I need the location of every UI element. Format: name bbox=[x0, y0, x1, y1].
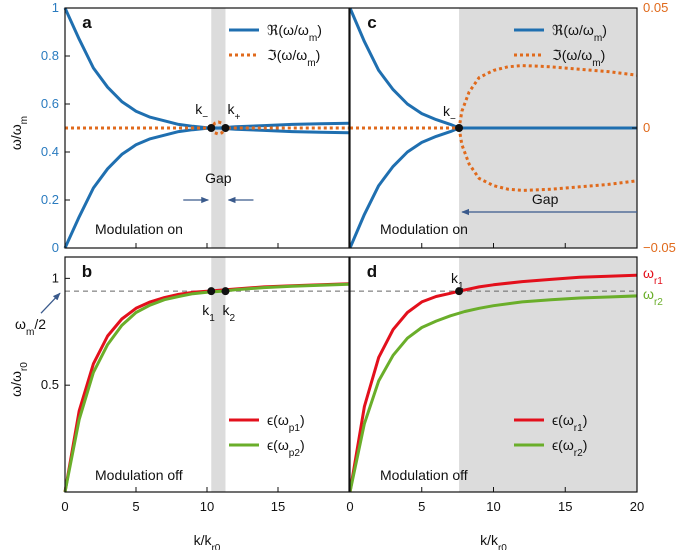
right-tick-label: 0.05 bbox=[643, 0, 668, 15]
k-minus-label: k− bbox=[195, 101, 208, 123]
k1-label: k1 bbox=[202, 302, 215, 324]
x-tick-label: 5 bbox=[418, 499, 425, 514]
exceptional-point-d-0 bbox=[455, 287, 464, 296]
axes-layer bbox=[64, 7, 638, 493]
panel-letter-d: d bbox=[367, 262, 377, 281]
gap-label: Gap bbox=[532, 191, 559, 207]
panel-letter-c: c bbox=[367, 13, 376, 32]
hline-label: ωm/2 bbox=[15, 316, 46, 338]
series-line-a-0 bbox=[63, 7, 350, 130]
series-line-d-1 bbox=[348, 294, 638, 493]
series-label-r2: ωr2 bbox=[643, 286, 663, 308]
panel-letter-b: b bbox=[82, 262, 92, 281]
y-tick-label: 0.5 bbox=[41, 377, 59, 392]
y-tick-label: 1 bbox=[52, 0, 59, 15]
right-tick-label: −0.05 bbox=[643, 240, 676, 255]
y-tick-label: 0.4 bbox=[41, 144, 59, 159]
series-line-c-3 bbox=[457, 127, 638, 192]
exceptional-point-c-0 bbox=[455, 124, 464, 132]
modulation-label: Modulation off bbox=[380, 467, 468, 483]
y-tick-label: 0.2 bbox=[41, 192, 59, 207]
right-tick-label: 0 bbox=[643, 120, 650, 135]
series-line-c-2 bbox=[350, 64, 638, 130]
x-axis-label: k/kr0 bbox=[194, 532, 221, 550]
x-axis-label: k/kr0 bbox=[480, 532, 507, 550]
k1-label: k1 bbox=[451, 270, 464, 292]
x-tick-label: 0 bbox=[346, 499, 353, 514]
k-minus-label: k− bbox=[443, 103, 456, 125]
series-line-a-1 bbox=[63, 126, 350, 249]
x-tick-label: 20 bbox=[630, 499, 644, 514]
series-line-d-0 bbox=[348, 273, 638, 493]
exceptional-point-b-0 bbox=[207, 287, 216, 296]
modulation-label: Modulation on bbox=[95, 221, 183, 237]
legend-label: ℑ(ω/ωm) bbox=[267, 47, 320, 69]
x-tick-label: 10 bbox=[486, 499, 500, 514]
exceptional-point-b-1 bbox=[221, 287, 230, 296]
shaded-region bbox=[459, 257, 637, 492]
y-tick-label: 0.6 bbox=[41, 96, 59, 111]
x-tick-label: 15 bbox=[271, 499, 285, 514]
series-line-c-0 bbox=[348, 7, 637, 130]
series-line-c-1 bbox=[348, 126, 460, 249]
modulation-label: Modulation on bbox=[380, 221, 468, 237]
x-tick-label: 5 bbox=[132, 499, 139, 514]
y-tick-label: 0 bbox=[52, 240, 59, 255]
legend-label: ϵ(ωr1) bbox=[552, 412, 587, 434]
x-tick-label: 0 bbox=[61, 499, 68, 514]
legend-label: ℜ(ω/ωm) bbox=[552, 22, 607, 44]
k2-label: k2 bbox=[222, 302, 235, 324]
legend-label: ϵ(ωp2) bbox=[267, 437, 305, 459]
y-tick-label: 0.8 bbox=[41, 48, 59, 63]
panel-letter-a: a bbox=[82, 13, 92, 32]
legend-label: ℑ(ω/ωm) bbox=[552, 47, 605, 69]
legend-label: ℜ(ω/ωm) bbox=[267, 22, 322, 44]
x-tick-label: 10 bbox=[200, 499, 214, 514]
legend-label: ϵ(ωp1) bbox=[267, 412, 305, 434]
text-layer: 0 0.2 0.4 0.6 0.8 1 a ℜ(ω/ωm) ℑ(ω/ωm) Modulation … bbox=[8, 0, 676, 550]
y-axis-label: ω/ωr0 bbox=[8, 362, 30, 397]
modulation-label: Modulation off bbox=[95, 467, 183, 483]
series-label-r1: ωr1 bbox=[643, 265, 663, 287]
legend-label: ϵ(ωr2) bbox=[552, 437, 587, 459]
y-tick-label: 1 bbox=[52, 270, 59, 285]
k-plus-label: k+ bbox=[227, 101, 240, 123]
gap-label: Gap bbox=[205, 170, 232, 186]
x-tick-label: 15 bbox=[558, 499, 572, 514]
exceptional-point-a-0 bbox=[207, 124, 216, 132]
exceptional-point-a-1 bbox=[221, 124, 230, 132]
series-line-b-1 bbox=[63, 282, 350, 493]
y-axis-label: ω/ωm bbox=[8, 116, 30, 150]
hline-arrow bbox=[40, 292, 61, 314]
points-layer bbox=[207, 124, 464, 296]
shaded-region bbox=[211, 257, 226, 492]
